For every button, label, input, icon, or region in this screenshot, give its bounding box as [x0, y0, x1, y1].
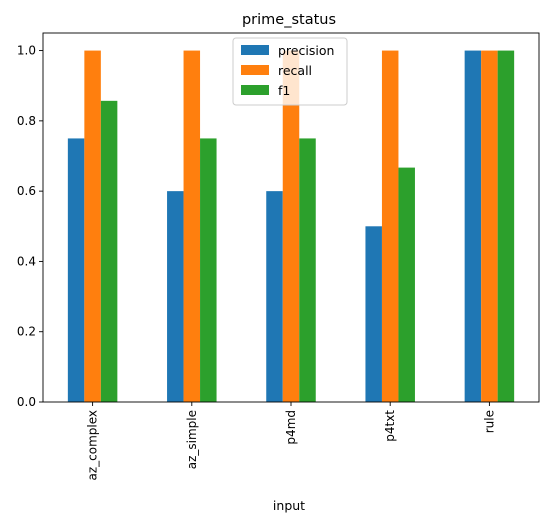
y-axis: 0.0 0.2 0.4 0.6 0.8 1.0	[17, 44, 43, 409]
bar-f1-p4md	[299, 138, 316, 402]
bar-f1-p4txt	[398, 167, 415, 402]
bar-precision-rule	[464, 50, 482, 402]
legend: precision recall f1	[232, 37, 348, 106]
bar-recall-p4txt	[381, 50, 399, 402]
bar-recall-rule	[481, 50, 498, 402]
bar-f1-az_complex	[100, 100, 118, 402]
bar-recall-p4md	[282, 50, 300, 402]
legend-label-recall: recall	[278, 63, 312, 78]
bar-recall-az_complex	[84, 50, 101, 402]
bar-recall-az_simple	[183, 50, 201, 402]
y-tick-label: 0.6	[17, 184, 36, 198]
legend-label-precision: precision	[278, 43, 334, 58]
x-tick-label: az_simple	[185, 410, 199, 469]
bar-precision-p4md	[266, 191, 283, 402]
x-axis: az_complex az_simple p4md p4txt rule	[86, 402, 496, 481]
bar-f1-az_simple	[200, 138, 217, 402]
x-tick-label: p4txt	[383, 410, 397, 442]
legend-swatch-precision	[241, 45, 269, 55]
x-tick-label: rule	[482, 410, 496, 433]
chart-title: prime_status	[242, 12, 336, 28]
bar-f1-rule	[497, 50, 515, 402]
x-tick-label: p4md	[284, 410, 298, 445]
legend-swatch-f1	[241, 85, 269, 95]
bar-precision-az_simple	[167, 191, 184, 402]
legend-swatch-recall	[241, 65, 269, 75]
y-tick-label: 0.4	[17, 254, 36, 268]
y-tick-label: 0.8	[17, 114, 36, 128]
legend-label-f1: f1	[278, 83, 290, 98]
x-axis-label: input	[273, 498, 305, 513]
y-tick-label: 0.0	[17, 395, 36, 409]
bar-precision-p4txt	[365, 226, 382, 402]
bars-group	[67, 50, 515, 402]
x-tick-label: az_complex	[86, 410, 100, 481]
bar-precision-az_complex	[67, 138, 85, 402]
y-tick-label: 0.2	[17, 325, 36, 339]
y-tick-label: 1.0	[17, 44, 36, 58]
